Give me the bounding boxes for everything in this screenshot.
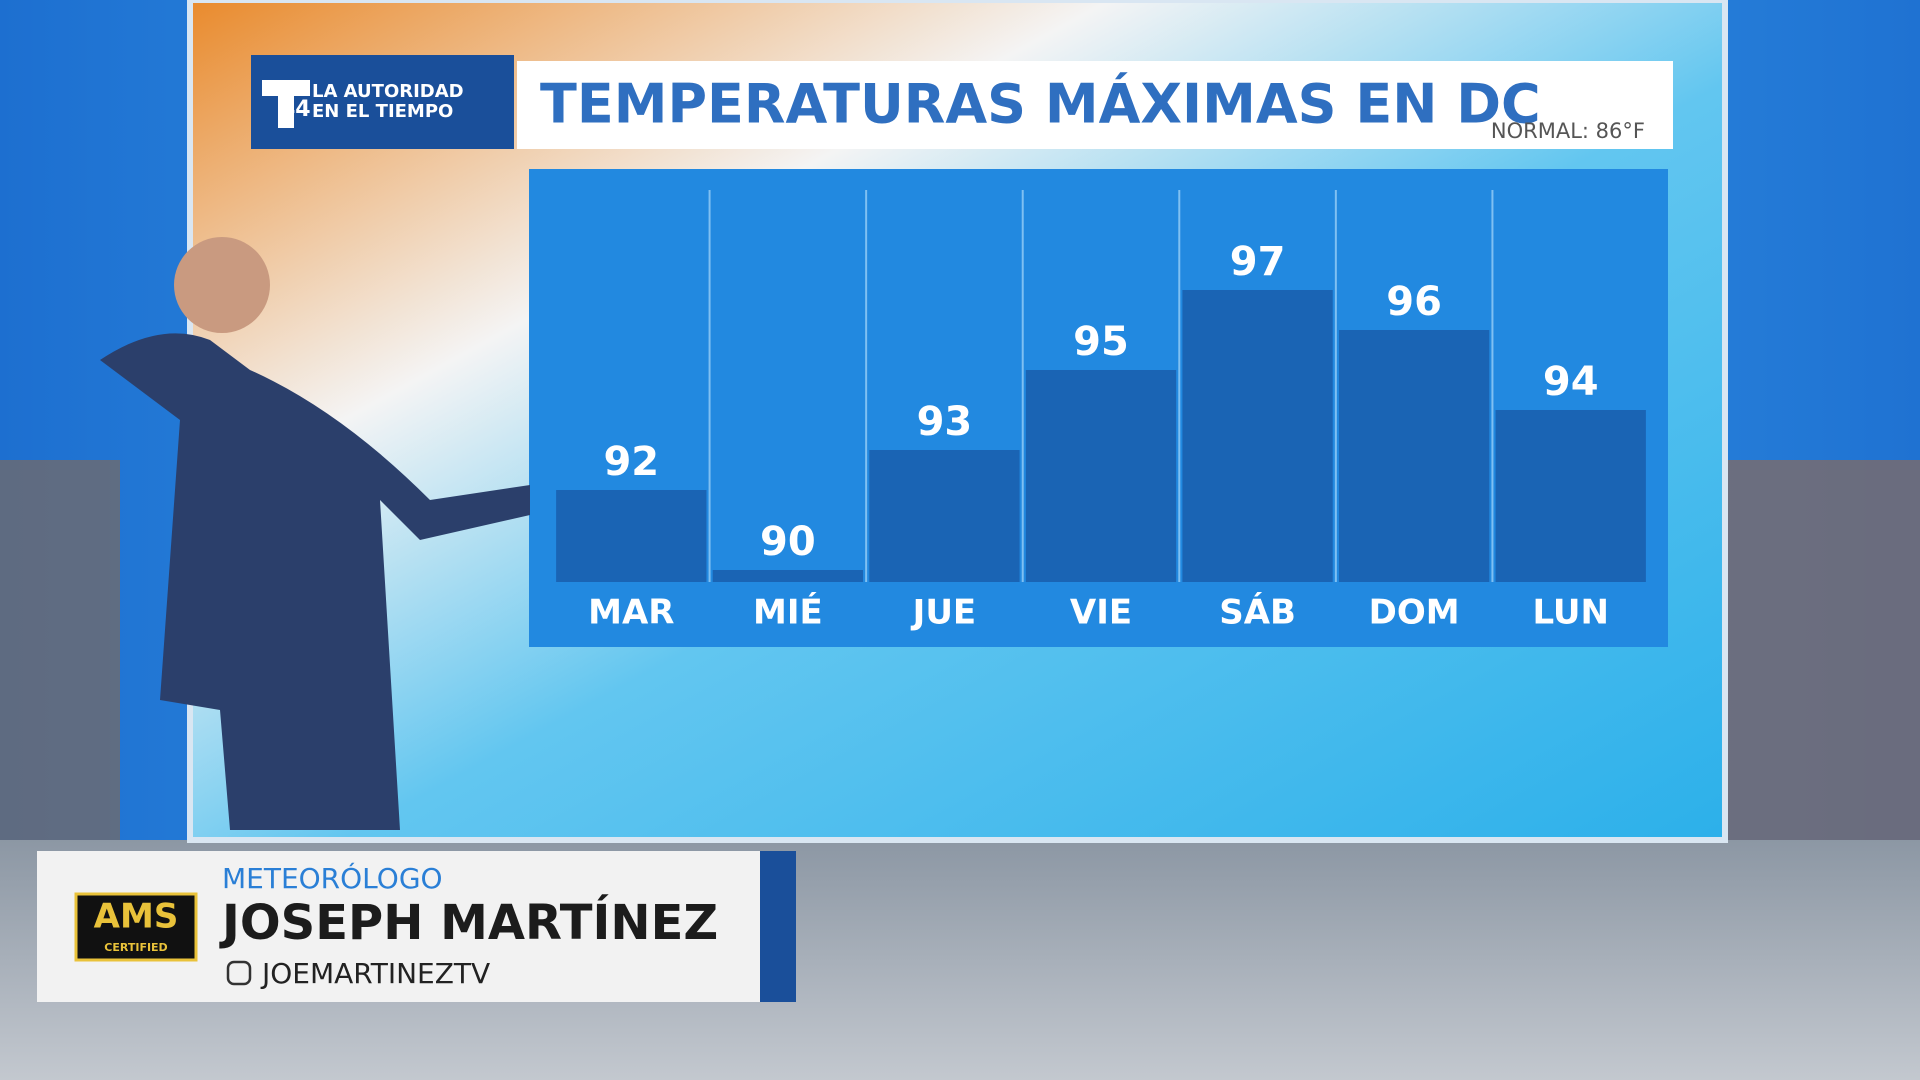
bar xyxy=(712,570,864,582)
data-label: 93 xyxy=(917,399,973,445)
bar xyxy=(1495,410,1646,582)
instagram-icon xyxy=(226,960,252,986)
data-label: 92 xyxy=(603,439,659,485)
x-tick-label: DOM xyxy=(1369,593,1460,633)
handle: JOEMARTINEZTV xyxy=(260,957,490,990)
presenter-head xyxy=(174,237,270,333)
data-label: 95 xyxy=(1073,319,1129,365)
chart-subtitle: NORMAL: 86°F xyxy=(1491,119,1645,143)
role: METEORÓLOGO xyxy=(222,861,443,895)
plot-area: 92 MAR 90 MIÉ 93 JUE 95 VIE 97 SÁB 96 DOM 94 LUN xyxy=(556,190,1646,633)
bar xyxy=(556,490,707,582)
x-tick-label: LUN xyxy=(1532,593,1609,633)
data-label: 97 xyxy=(1230,239,1286,285)
logo-line2: EN EL TIEMPO xyxy=(312,101,453,122)
title-bar xyxy=(517,61,1673,149)
chart-title: TEMPERATURAS MÁXIMAS EN DC xyxy=(540,73,1541,136)
data-label: 96 xyxy=(1386,279,1442,325)
city-view xyxy=(1720,460,1920,840)
data-label: 90 xyxy=(760,519,816,565)
name: JOSEPH MARTÍNEZ xyxy=(219,894,718,951)
logo-t xyxy=(262,80,310,128)
ams-sub: CERTIFIED xyxy=(104,941,167,954)
logo-line1: LA AUTORIDAD xyxy=(312,81,464,102)
bar xyxy=(1182,290,1333,582)
lower-third xyxy=(37,851,771,1002)
city-view xyxy=(0,460,120,840)
lower-third-accent xyxy=(760,851,796,1002)
x-tick-label: MIÉ xyxy=(753,592,823,633)
ams-badge xyxy=(74,892,198,962)
bar xyxy=(869,450,1020,582)
presenter xyxy=(100,333,530,830)
x-tick-label: SÁB xyxy=(1219,592,1296,633)
logo-number: 44 xyxy=(280,97,311,122)
bar xyxy=(1025,370,1177,582)
data-label: 94 xyxy=(1543,359,1599,405)
x-tick-label: VIE xyxy=(1070,593,1132,633)
logo-box xyxy=(251,55,514,149)
x-tick-label: JUE xyxy=(911,593,976,633)
bar xyxy=(1338,330,1490,582)
ams-text: AMS xyxy=(94,897,179,937)
x-tick-label: MAR xyxy=(588,593,674,633)
